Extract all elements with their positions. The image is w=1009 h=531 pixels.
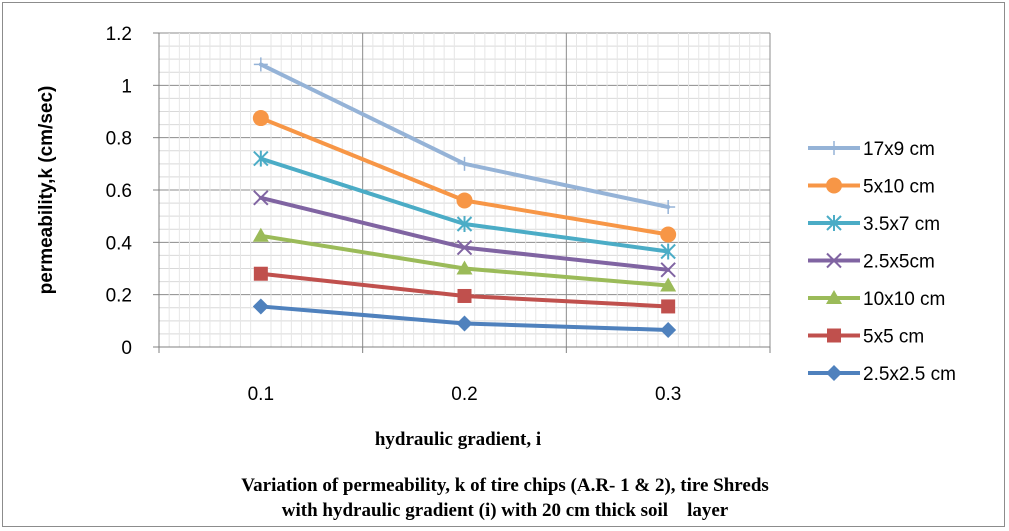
data-point: [660, 277, 677, 292]
data-point: [253, 150, 269, 167]
data-point: [252, 110, 269, 127]
y-tick-label: 1: [121, 76, 132, 97]
legend-label: 5x5 cm: [863, 327, 924, 348]
series-4: [252, 227, 677, 292]
legend-marker: [826, 252, 842, 269]
data-point: [660, 243, 676, 260]
legend-marker: [826, 290, 842, 304]
y-tick-label: 1.2: [106, 24, 132, 45]
series-6: [252, 298, 677, 338]
x-tick-label: 0.1: [248, 384, 274, 405]
legend-item: 2.5x2.5 cm: [808, 364, 956, 385]
x-tick-label: 0.2: [451, 384, 477, 405]
data-point: [456, 192, 473, 209]
y-tick-label: 0.8: [106, 129, 132, 150]
legend-label: 17x9 cm: [863, 139, 935, 160]
axes-layer: 0 0.2 0.4 0.6 0.8 1 1.2 0.1 0.2 0.3: [106, 24, 771, 405]
data-point: [660, 321, 677, 338]
legend-label: 10x10 cm: [863, 289, 945, 310]
data-point: [456, 315, 473, 332]
data-point: [661, 299, 676, 314]
legend-layer: 17x9 cm 5x10 cm 3.5x7 cm 2.5x5cm 10x10 cm 5x5…: [808, 139, 956, 385]
legend-item: 2.5x5cm: [808, 252, 935, 273]
y-tick-label: 0: [121, 338, 132, 359]
data-point: [253, 190, 269, 206]
data-point: [456, 216, 473, 233]
legend-marker: [827, 328, 841, 343]
legend-marker: [826, 177, 842, 194]
legend-label: 2.5x5cm: [863, 252, 935, 273]
legend-marker: [827, 141, 841, 155]
data-point: [252, 227, 269, 242]
legend-label: 3.5x7 cm: [863, 214, 940, 235]
x-tick-label: 0.3: [655, 384, 681, 405]
legend-item: 5x10 cm: [808, 177, 935, 198]
y-axis-label: permeability,k (cm/sec): [36, 86, 57, 295]
series-layer: [252, 57, 677, 338]
data-point: [660, 226, 677, 243]
legend-item: 10x10 cm: [808, 289, 945, 310]
caption-line-2: with hydraulic gradient (i) with 20 cm t…: [282, 500, 729, 521]
legend-label: 2.5x2.5 cm: [863, 364, 956, 385]
data-point: [660, 262, 676, 278]
series-3: [253, 190, 676, 278]
data-point: [252, 298, 269, 315]
legend-item: 3.5x7 cm: [808, 214, 940, 235]
data-point: [456, 239, 473, 256]
legend-marker: [826, 215, 842, 231]
data-point: [253, 57, 268, 72]
y-tick-label: 0.2: [106, 286, 132, 307]
series-1: [252, 110, 677, 243]
legend-label: 5x10 cm: [863, 177, 935, 198]
legend-marker: [826, 365, 842, 381]
series-5: [253, 266, 676, 314]
data-point: [456, 260, 473, 275]
series-2: [253, 150, 676, 260]
data-point: [661, 200, 676, 215]
legend-item: 17x9 cm: [808, 139, 935, 160]
series-0: [253, 57, 676, 215]
x-axis-label: hydraulic gradient, i: [375, 429, 541, 450]
y-tick-label: 0.4: [106, 233, 133, 254]
data-point: [457, 288, 472, 303]
data-point: [457, 156, 472, 171]
legend-item: 5x5 cm: [808, 327, 924, 348]
caption-line-1: Variation of permeability, k of tire chi…: [241, 475, 769, 496]
y-tick-label: 0.6: [106, 181, 132, 202]
data-point: [253, 266, 268, 281]
